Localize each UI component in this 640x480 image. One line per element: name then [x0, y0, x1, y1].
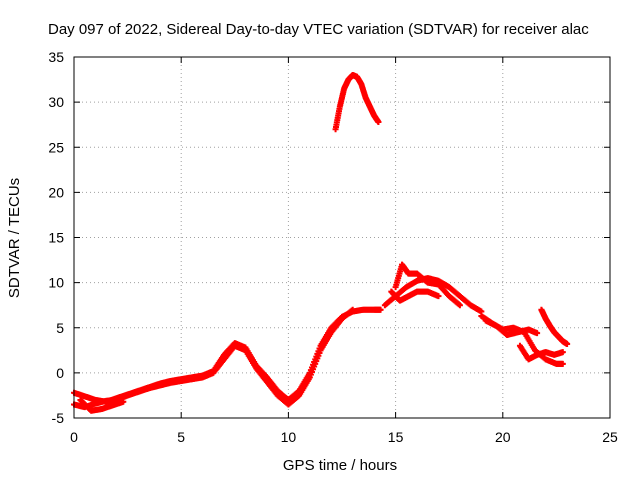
data-point: [456, 302, 463, 309]
data-point: [349, 306, 356, 313]
chart-title: Day 097 of 2022, Sidereal Day-to-day VTE…: [48, 21, 589, 38]
series-track-decline-2: [482, 317, 541, 338]
x-tick-label: 15: [388, 429, 404, 445]
y-tick-label: 20: [48, 184, 64, 200]
y-tick-label: 30: [48, 94, 64, 110]
y-tick-label: -5: [52, 410, 65, 426]
y-tick-label: 35: [48, 49, 64, 65]
x-axis-title: GPS time / hours: [283, 457, 397, 474]
x-tick-label: 0: [70, 429, 78, 445]
data-point: [534, 330, 541, 337]
series-track-tail: [538, 306, 571, 347]
x-tick-label: 10: [281, 429, 297, 445]
x-tick-label: 25: [602, 429, 618, 445]
y-tick-labels: -5 0 5 10 15 20 25 30 35: [48, 49, 64, 426]
series-track-peak-2: [392, 261, 463, 309]
series-track-main-3: [77, 396, 127, 414]
series-track-peak-3: [388, 288, 442, 304]
data-point: [375, 118, 382, 125]
x-tick-label: 5: [177, 429, 185, 445]
data-point: [377, 306, 384, 313]
data-point: [559, 360, 566, 367]
axis-ticks: [73, 56, 611, 419]
y-axis-title: SDTVAR / TECUs: [6, 178, 23, 298]
y-tick-label: 10: [48, 275, 64, 291]
series-track-peak-1: [381, 275, 485, 315]
series-track-decline-3: [516, 342, 566, 363]
data-points: [71, 72, 571, 414]
y-tick-label: 0: [56, 365, 64, 381]
data-point: [559, 349, 566, 356]
y-tick-label: 5: [56, 320, 64, 336]
x-tick-labels: 0 5 10 15 20 25: [70, 429, 618, 445]
data-point: [120, 398, 127, 405]
data-point: [564, 340, 571, 347]
data-point: [435, 293, 442, 300]
x-tick-label: 20: [495, 429, 511, 445]
series-track-arc: [332, 72, 382, 133]
y-tick-label: 25: [48, 139, 64, 155]
y-tick-label: 15: [48, 230, 64, 246]
